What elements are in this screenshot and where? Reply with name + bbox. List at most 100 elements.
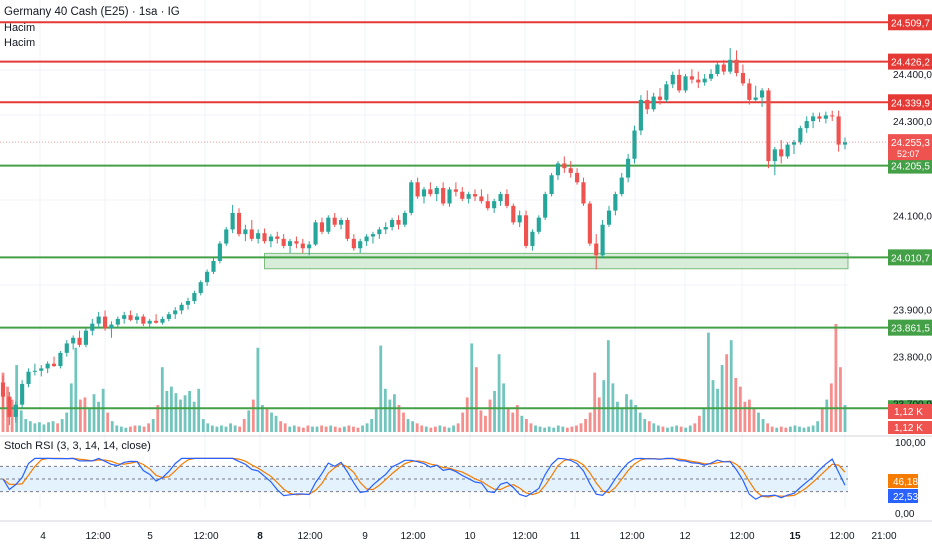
volume-bar [147,423,151,432]
candle-body [224,229,229,244]
resistance-level-tag [888,14,932,31]
candle-body [351,238,356,249]
candle-body [836,116,841,145]
volume-bar [424,426,428,432]
volume-bar [666,427,669,432]
volume-bar [779,426,783,432]
candle-body [198,282,203,294]
countdown-label: 52:07 [897,149,920,159]
candle-body [811,116,816,122]
volume-bar [24,419,28,432]
volume-bar [620,408,624,432]
candle-body [179,304,184,311]
candle-body [677,74,682,91]
volume-bar [784,427,788,432]
volume-bar [60,419,64,432]
candle-body [472,194,478,197]
candle-body [383,227,388,230]
volume-bar [65,412,69,432]
volume-bar [793,425,797,432]
candle-body [772,149,777,162]
candle-body [728,59,733,72]
candle-body [715,64,720,74]
candle-body [549,175,554,195]
resistance-level-label: 24.426,2 [891,58,930,69]
time-tick-label: 12 [679,531,691,542]
candle-body [77,337,82,345]
volume-bar [725,354,729,432]
volume-bar [588,412,592,432]
candle-body [154,320,159,323]
volume-bar [265,408,269,432]
volume-bar [661,426,665,432]
candle-body [409,182,414,213]
volume-bar [56,423,60,432]
candle-body [58,352,63,367]
resistance-level-label: 24.509,7 [891,18,930,29]
volume-bar [311,426,314,432]
candle-body [109,324,114,329]
time-tick-label: 12:00 [829,531,854,542]
support-level-tag [888,249,932,266]
candle-body [370,234,376,237]
volume-bar [19,410,23,432]
candle-body [562,163,567,169]
candle-body [332,217,337,225]
stoch-band [0,466,848,492]
volume-bar [256,347,260,432]
candle-body [249,229,254,239]
candle-body [319,222,325,232]
volume-bar [274,415,278,432]
volume-bar [634,405,638,432]
stoch-d-tag [888,474,918,488]
volume-bar [629,399,633,432]
volume-bar [10,399,14,432]
volume-label-secondary: Hacim [4,37,36,49]
volume-tag [888,421,932,434]
volume-bar [843,405,847,432]
volume-bar [839,367,842,432]
candle-body [536,217,541,232]
time-tick-label: 12:00 [729,531,754,542]
candle-body [339,220,344,225]
candle-body [90,323,95,331]
candle-body [798,128,803,143]
volume-bar [329,425,333,432]
stoch-k-value: 22,53 [893,492,918,503]
time-tick-label: 12:00 [512,531,537,542]
stoch-k-tag [888,489,918,503]
volume-bar [247,410,251,432]
demand-zone [264,252,849,270]
candle-body [581,182,586,204]
volume-bar [183,395,187,432]
volume-bar [834,324,838,432]
candle-body [740,73,746,84]
candle-body [205,271,210,283]
volume-bar [543,427,547,432]
candle-body [160,318,165,323]
volume-bar [156,405,160,432]
volume-bar [757,412,760,432]
volume-bar [675,425,678,432]
time-tick-label: 12:00 [297,531,322,542]
volume-bar [679,426,683,432]
candle-body [779,149,784,157]
volume-bar [752,408,756,432]
volume-bar [670,426,674,432]
candle-body [791,142,797,145]
candle-body [747,83,752,100]
candle-body [460,191,465,199]
volume-bar [438,425,442,432]
time-tick-label: 5 [147,531,153,542]
volume-bar [433,426,437,432]
candle-body [766,90,771,162]
resistance-level-tag [888,94,932,111]
volume-tag [888,404,932,419]
candle-body [466,194,471,199]
candle-body [326,217,331,232]
volume-bar [206,423,210,432]
volume-bar [429,427,433,432]
volume-bar [547,426,551,432]
